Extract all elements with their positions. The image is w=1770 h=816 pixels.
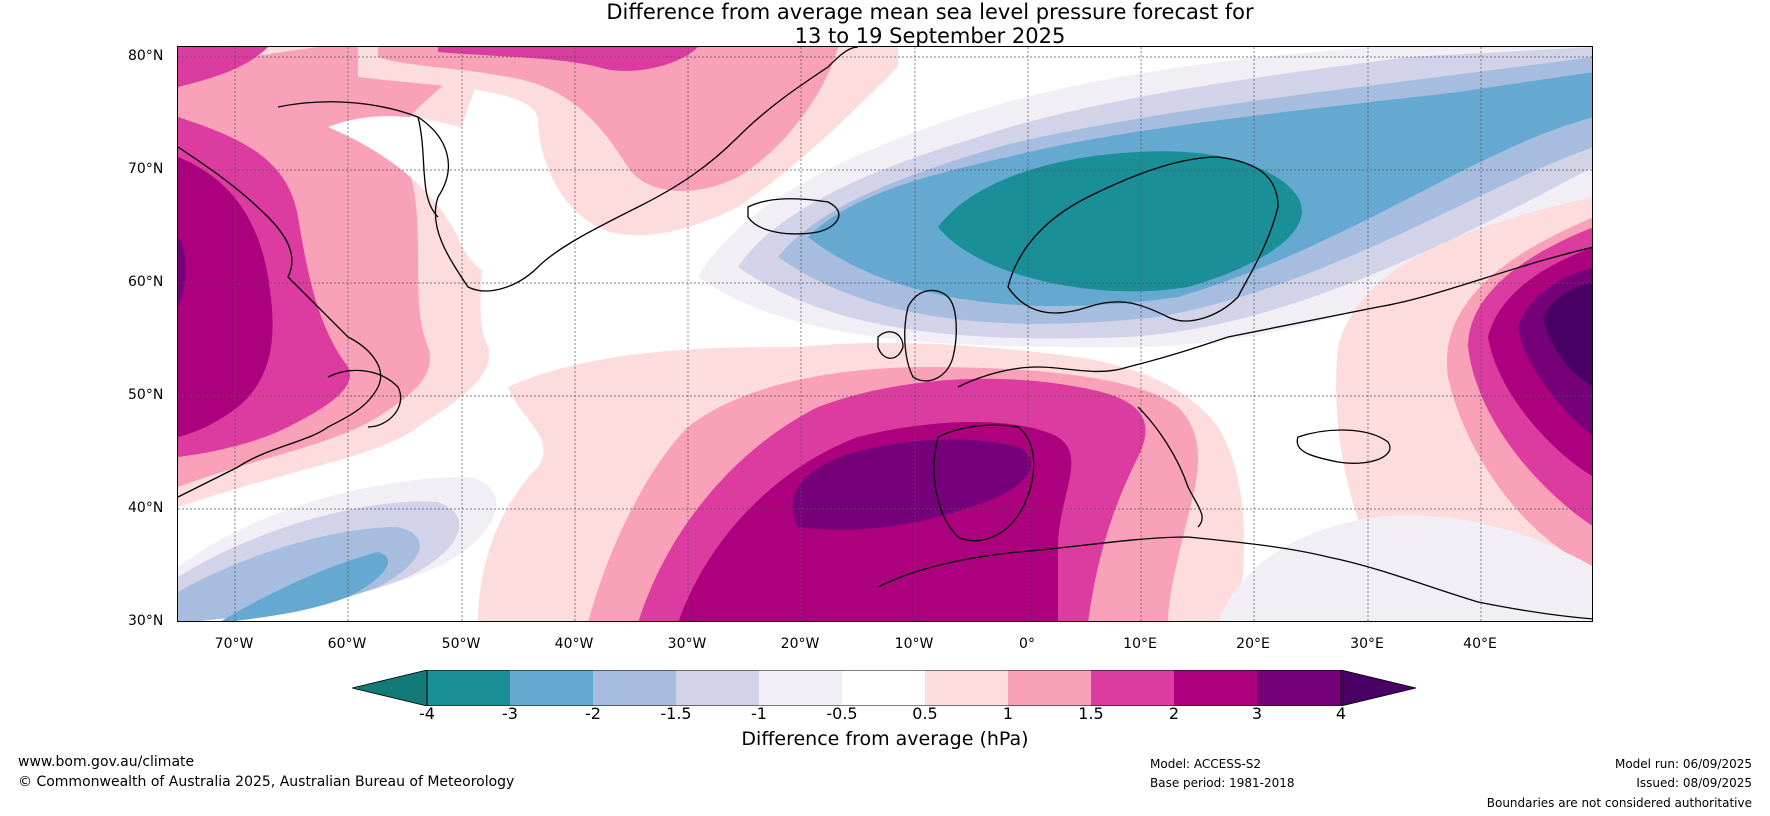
colorbar-swatch bbox=[676, 670, 759, 706]
colorbar-tick: 3 bbox=[1251, 704, 1263, 723]
issued-date: Issued: 08/09/2025 bbox=[1636, 776, 1752, 790]
colorbar-ticks: -4 -3 -2 -1.5 -1 -0.5 0.5 1 1.5 2 3 4 bbox=[0, 704, 1770, 726]
colorbar-tick: -2 bbox=[585, 704, 601, 723]
lon-label-30e: 30°E bbox=[1350, 636, 1384, 652]
lon-label-20w: 20°W bbox=[780, 636, 820, 652]
model-run-date: Model run: 06/09/2025 bbox=[1614, 757, 1752, 771]
colorbar-tick: 1 bbox=[1002, 704, 1014, 723]
model-name: Model: ACCESS-S2 bbox=[1150, 757, 1262, 771]
colorbar-tick: -0.5 bbox=[826, 704, 858, 723]
anomaly-contours bbox=[178, 47, 1592, 621]
colorbar-tick: 0.5 bbox=[912, 704, 938, 723]
lon-label-40e: 40°E bbox=[1463, 636, 1497, 652]
lon-label-0: 0° bbox=[1019, 636, 1035, 652]
colorbar-tick: -1.5 bbox=[660, 704, 692, 723]
colorbar-swatch bbox=[1091, 670, 1174, 706]
lat-label-40n: 40°N bbox=[128, 500, 164, 516]
colorbar-tick: -4 bbox=[419, 704, 435, 723]
colorbar-swatches bbox=[351, 669, 1417, 707]
colorbar-swatch bbox=[593, 670, 676, 706]
colorbar-swatch bbox=[510, 670, 593, 706]
base-period: Base period: 1981-2018 bbox=[1150, 776, 1295, 790]
copyright-notice: © Commonwealth of Australia 2025, Austra… bbox=[18, 774, 515, 790]
colorbar-tick: -3 bbox=[502, 704, 518, 723]
colorbar-swatch bbox=[427, 670, 510, 706]
lon-label-60w: 60°W bbox=[327, 636, 367, 652]
colorbar-tick: 2 bbox=[1168, 704, 1180, 723]
colorbar-tick: 4 bbox=[1335, 704, 1347, 723]
colorbar-arrow-high bbox=[1340, 669, 1417, 707]
colorbar-swatch bbox=[1008, 670, 1091, 706]
lon-label-30w: 30°W bbox=[667, 636, 707, 652]
colorbar-tick: 1.5 bbox=[1078, 704, 1104, 723]
pressure-anomaly-map bbox=[177, 46, 1593, 622]
colorbar-swatch bbox=[842, 670, 925, 706]
boundaries-disclaimer: Boundaries are not considered authoritat… bbox=[1486, 796, 1752, 810]
lon-label-70w: 70°W bbox=[214, 636, 254, 652]
website-link[interactable]: www.bom.gov.au/climate bbox=[18, 754, 195, 770]
lat-label-60n: 60°N bbox=[128, 274, 164, 290]
lat-label-70n: 70°N bbox=[128, 161, 164, 177]
title-line-2: 13 to 19 September 2025 bbox=[794, 24, 1066, 48]
lon-label-20e: 20°E bbox=[1236, 636, 1270, 652]
colorbar-swatch bbox=[1257, 670, 1341, 706]
colorbar bbox=[351, 669, 1417, 707]
lon-label-10w: 10°W bbox=[894, 636, 934, 652]
colorbar-swatch bbox=[759, 670, 842, 706]
title-line-1: Difference from average mean sea level p… bbox=[606, 0, 1254, 24]
lat-label-80n: 80°N bbox=[128, 48, 164, 64]
colorbar-label: Difference from average (hPa) bbox=[741, 728, 1029, 750]
colorbar-arrow-low bbox=[351, 669, 428, 707]
lat-label-30n: 30°N bbox=[128, 613, 164, 629]
lon-label-50w: 50°W bbox=[441, 636, 481, 652]
colorbar-swatch bbox=[925, 670, 1008, 706]
lat-label-50n: 50°N bbox=[128, 387, 164, 403]
lon-label-10e: 10°E bbox=[1123, 636, 1157, 652]
colorbar-tick: -1 bbox=[751, 704, 767, 723]
colorbar-swatch bbox=[1174, 670, 1257, 706]
chart-title: Difference from average mean sea level p… bbox=[0, 0, 1770, 48]
lon-label-40w: 40°W bbox=[554, 636, 594, 652]
coastlines bbox=[178, 47, 1592, 620]
